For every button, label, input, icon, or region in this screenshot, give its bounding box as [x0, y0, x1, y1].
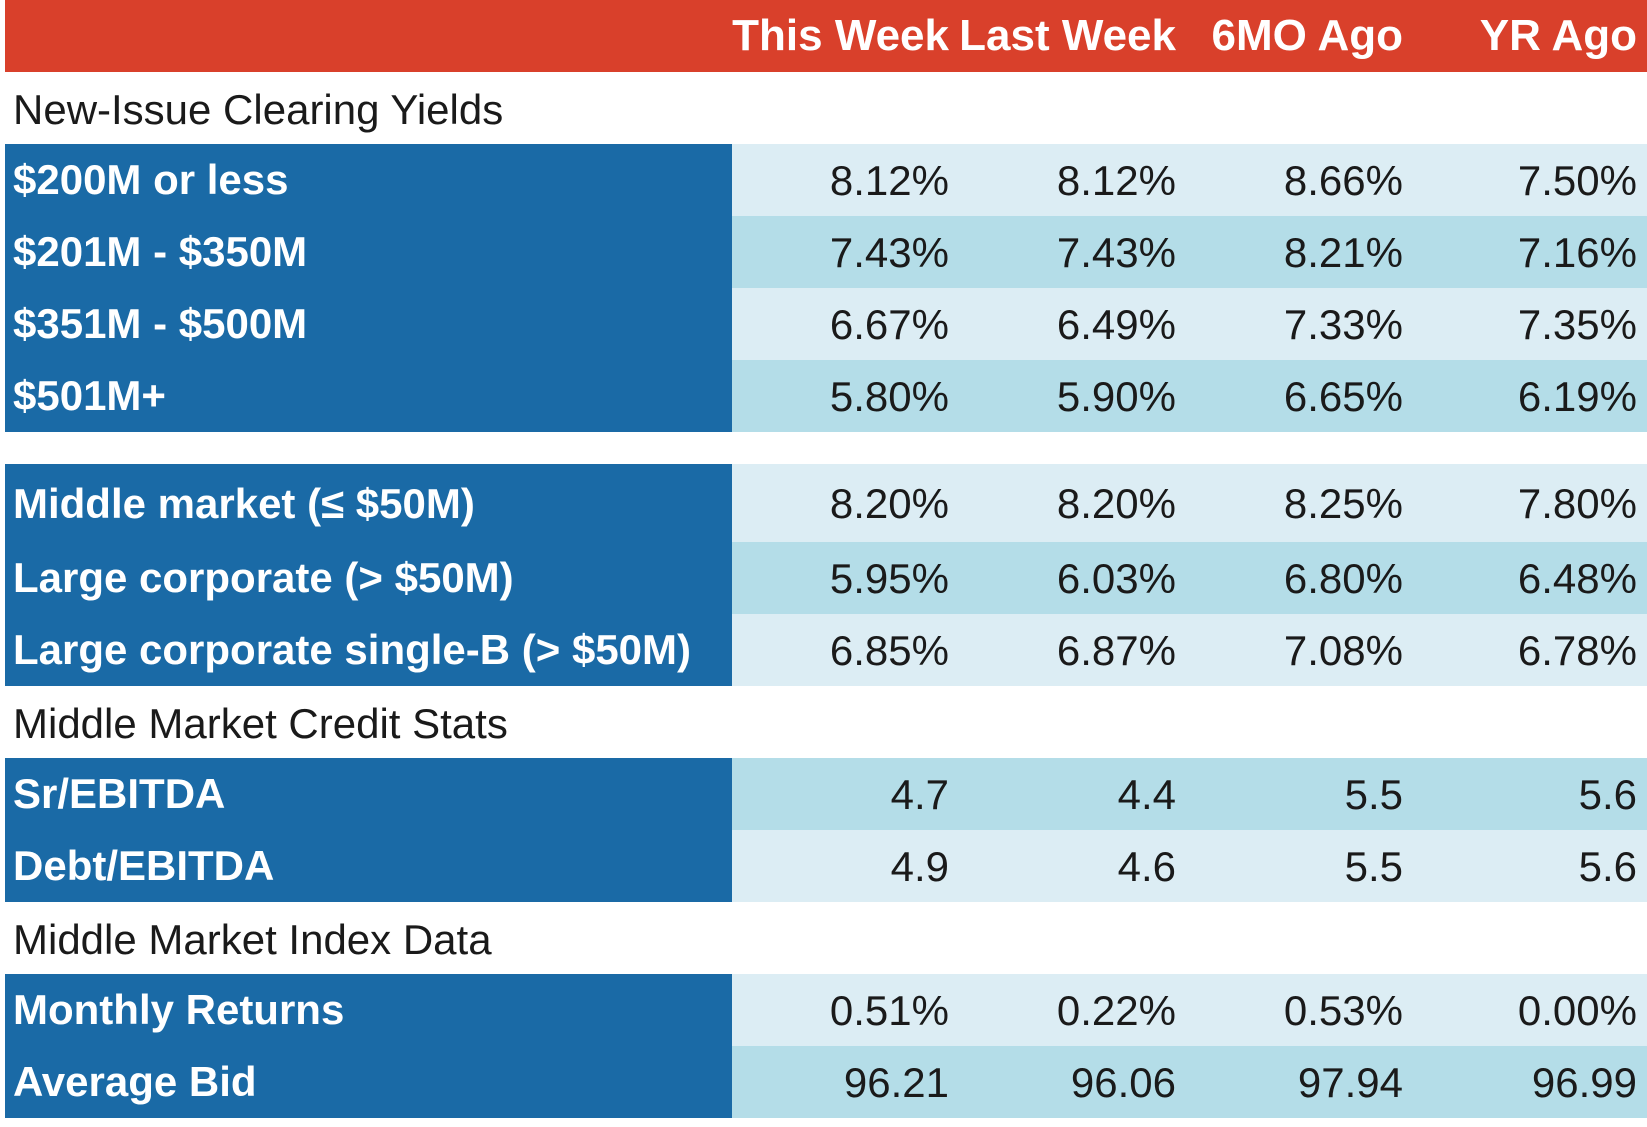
row-label: Large corporate (> $50M) [5, 542, 732, 614]
table-row: $200M or less 8.12% 8.12% 8.66% 7.50% [5, 144, 1647, 216]
row-label: Average Bid [5, 1046, 732, 1118]
row-label: $201M - $350M [5, 216, 732, 288]
section-title-row: New-Issue Clearing Yields [5, 72, 1647, 144]
cell-value: 5.6 [1413, 830, 1647, 902]
cell-value: 5.6 [1413, 758, 1647, 830]
row-label: Monthly Returns [5, 974, 732, 1046]
cell-value: 7.43% [959, 216, 1186, 288]
cell-value: 6.78% [1413, 614, 1647, 686]
section-title: Middle Market Credit Stats [13, 700, 508, 747]
cell-value: 8.20% [732, 464, 959, 542]
table-row: $501M+ 5.80% 5.90% 6.65% 6.19% [5, 360, 1647, 432]
cell-value: 8.20% [959, 464, 1186, 542]
section-title: New-Issue Clearing Yields [13, 86, 504, 133]
cell-value: 6.85% [732, 614, 959, 686]
spacer-row [5, 432, 1647, 464]
row-label: Middle market (≤ $50M) [5, 464, 732, 542]
cell-value: 7.08% [1186, 614, 1413, 686]
row-label: $200M or less [5, 144, 732, 216]
cell-value: 0.00% [1413, 974, 1647, 1046]
cell-value: 96.06 [959, 1046, 1186, 1118]
cell-value: 6.80% [1186, 542, 1413, 614]
cell-value: 5.5 [1186, 830, 1413, 902]
cell-value: 96.99 [1413, 1046, 1647, 1118]
cell-value: 7.50% [1413, 144, 1647, 216]
table-row: $201M - $350M 7.43% 7.43% 8.21% 7.16% [5, 216, 1647, 288]
cell-value: 8.12% [732, 144, 959, 216]
cell-value: 5.90% [959, 360, 1186, 432]
rates-table: This Week Last Week 6MO Ago YR Ago New-I… [5, 0, 1647, 1118]
section-title: Middle Market Index Data [13, 916, 492, 963]
cell-value: 7.16% [1413, 216, 1647, 288]
table-row: $351M - $500M 6.67% 6.49% 7.33% 7.35% [5, 288, 1647, 360]
cell-value: 8.12% [959, 144, 1186, 216]
header-blank [5, 0, 732, 72]
cell-value: 7.80% [1413, 464, 1647, 542]
row-label: $501M+ [5, 360, 732, 432]
cell-value: 6.48% [1413, 542, 1647, 614]
row-label: Large corporate single-B (> $50M) [5, 614, 732, 686]
cell-value: 8.25% [1186, 464, 1413, 542]
section-title-row: Middle Market Credit Stats [5, 686, 1647, 758]
cell-value: 6.19% [1413, 360, 1647, 432]
cell-value: 97.94 [1186, 1046, 1413, 1118]
table-row: Debt/EBITDA 4.9 4.6 5.5 5.6 [5, 830, 1647, 902]
cell-value: 0.51% [732, 974, 959, 1046]
cell-value: 6.65% [1186, 360, 1413, 432]
cell-value: 8.21% [1186, 216, 1413, 288]
column-header-last-week: Last Week [959, 11, 1176, 60]
cell-value: 4.6 [959, 830, 1186, 902]
table-row: Average Bid 96.21 96.06 97.94 96.99 [5, 1046, 1647, 1118]
table-row: Sr/EBITDA 4.7 4.4 5.5 5.6 [5, 758, 1647, 830]
column-header-yr-ago: YR Ago [1479, 11, 1637, 60]
table-header: This Week Last Week 6MO Ago YR Ago [5, 0, 1647, 72]
cell-value: 0.22% [959, 974, 1186, 1046]
cell-value: 5.5 [1186, 758, 1413, 830]
cell-value: 4.9 [732, 830, 959, 902]
cell-value: 5.80% [732, 360, 959, 432]
table-row: Large corporate single-B (> $50M) 6.85% … [5, 614, 1647, 686]
cell-value: 7.33% [1186, 288, 1413, 360]
table-row: Monthly Returns 0.51% 0.22% 0.53% 0.00% [5, 974, 1647, 1046]
cell-value: 0.53% [1186, 974, 1413, 1046]
cell-value: 5.95% [732, 542, 959, 614]
table-row: Middle market (≤ $50M) 8.20% 8.20% 8.25%… [5, 464, 1647, 542]
cell-value: 6.67% [732, 288, 959, 360]
cell-value: 4.7 [732, 758, 959, 830]
row-label: Debt/EBITDA [5, 830, 732, 902]
row-label: $351M - $500M [5, 288, 732, 360]
cell-value: 7.35% [1413, 288, 1647, 360]
column-header-6mo-ago: 6MO Ago [1211, 11, 1403, 60]
cell-value: 6.49% [959, 288, 1186, 360]
column-header-this-week: This Week [732, 11, 949, 60]
cell-value: 96.21 [732, 1046, 959, 1118]
cell-value: 4.4 [959, 758, 1186, 830]
cell-value: 7.43% [732, 216, 959, 288]
cell-value: 6.03% [959, 542, 1186, 614]
row-label: Sr/EBITDA [5, 758, 732, 830]
section-title-row: Middle Market Index Data [5, 902, 1647, 974]
table-row: Large corporate (> $50M) 5.95% 6.03% 6.8… [5, 542, 1647, 614]
cell-value: 6.87% [959, 614, 1186, 686]
cell-value: 8.66% [1186, 144, 1413, 216]
